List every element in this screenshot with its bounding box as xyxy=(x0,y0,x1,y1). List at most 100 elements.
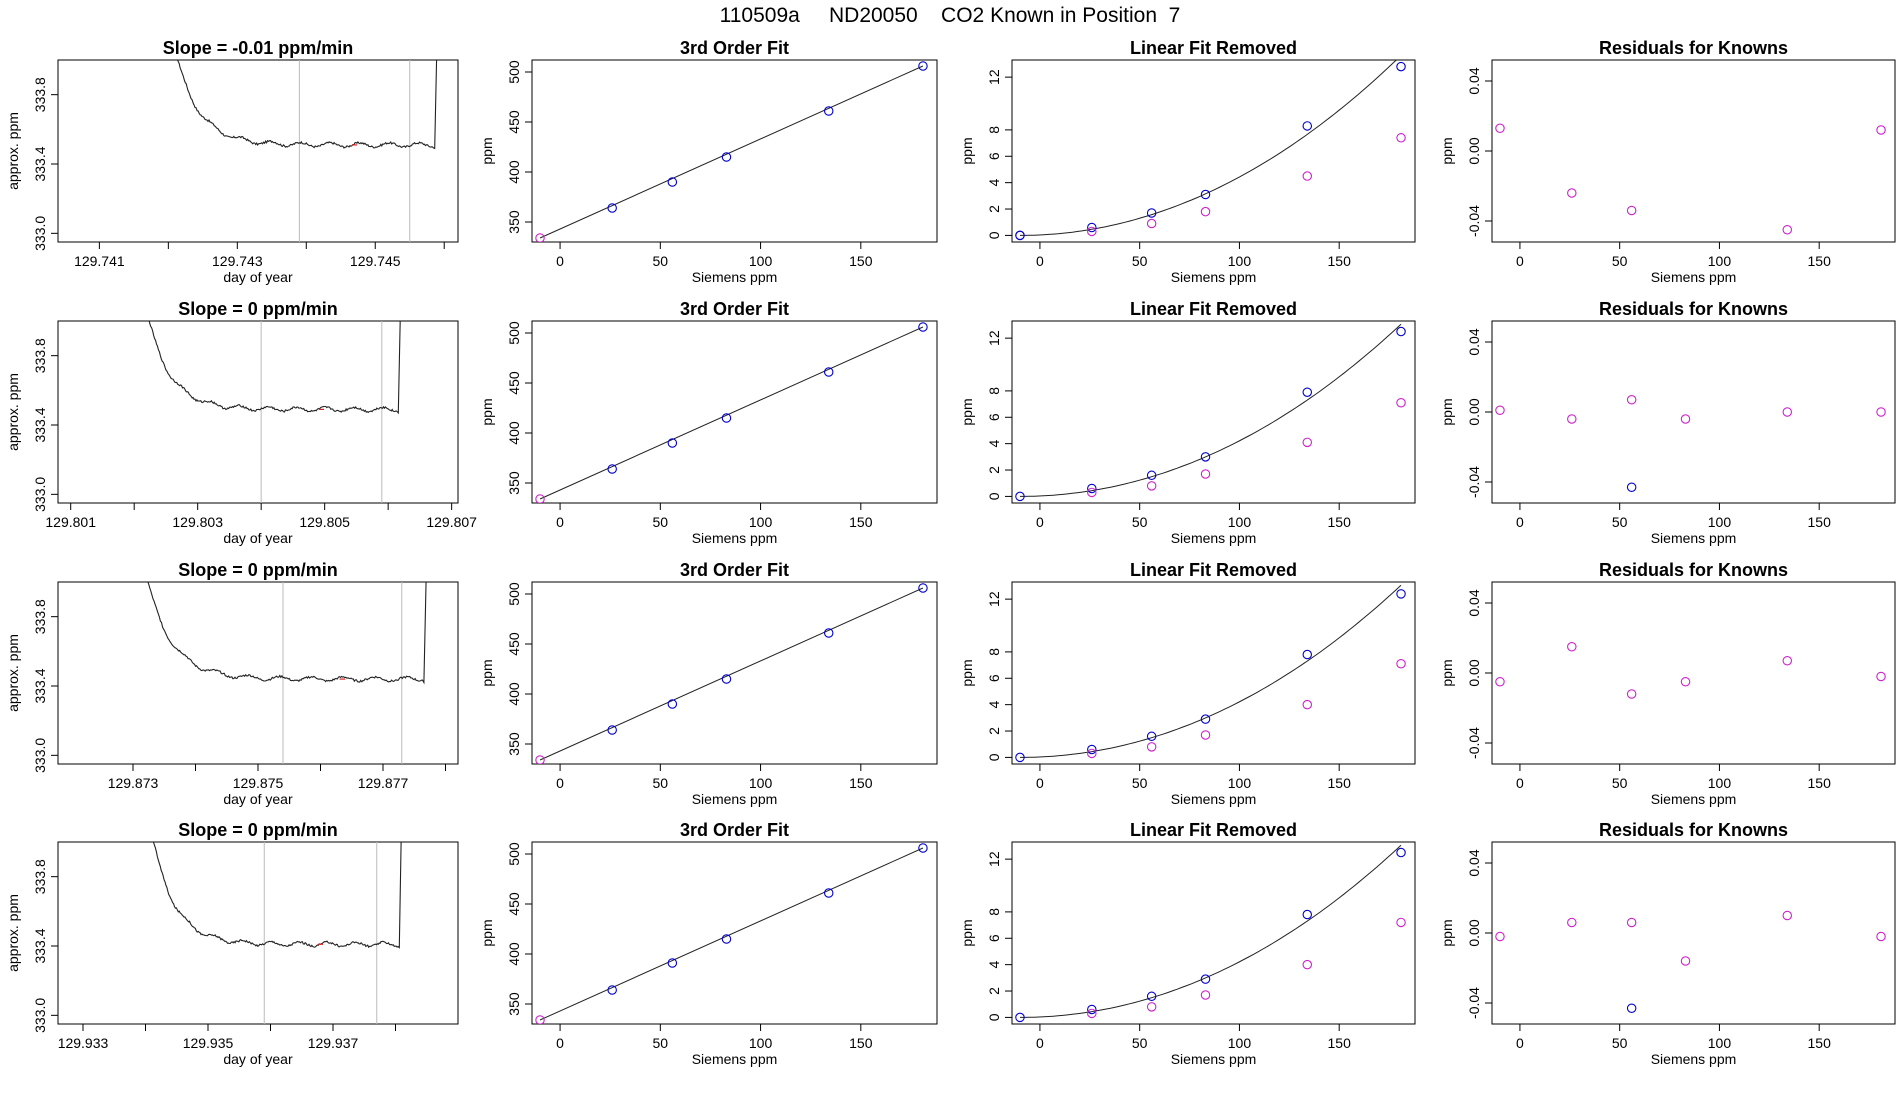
data-point xyxy=(535,755,545,764)
x-tick-label: 0 xyxy=(1036,1035,1044,1051)
x-tick-label: 150 xyxy=(1808,775,1832,791)
plot-frame xyxy=(1491,320,1896,504)
chart-title: Residuals for Knowns xyxy=(1599,560,1788,580)
data-point xyxy=(1146,218,1157,229)
x-tick-label: 129.801 xyxy=(45,514,96,530)
data-point xyxy=(1200,452,1211,462)
x-tick-label: 50 xyxy=(1132,1035,1148,1051)
y-axis-label: ppm xyxy=(959,137,975,164)
x-tick-label: 100 xyxy=(1708,1035,1732,1051)
x-tick-label: 0 xyxy=(1516,253,1524,269)
y-tick-label: 500 xyxy=(506,582,522,606)
x-tick-label: 100 xyxy=(749,1035,773,1051)
y-axis-label: approx. ppm xyxy=(5,112,21,190)
data-point xyxy=(667,438,678,448)
data-point xyxy=(1782,225,1793,235)
fit-curve xyxy=(1020,323,1402,497)
data-point xyxy=(1200,990,1211,1000)
x-axis-label: Siemens ppm xyxy=(692,1051,778,1067)
x-tick-label: 0 xyxy=(1516,1035,1524,1051)
x-axis-label: Siemens ppm xyxy=(1651,1051,1737,1067)
fit-curve xyxy=(1020,584,1402,758)
data-point xyxy=(1782,655,1793,666)
x-tick-label: 100 xyxy=(1708,253,1732,269)
data-point xyxy=(1146,991,1157,1002)
data-point xyxy=(1396,917,1406,928)
y-tick-label: 333.0 xyxy=(32,216,48,251)
x-tick-label: 0 xyxy=(1516,514,1524,530)
x-tick-label: 129.807 xyxy=(426,514,477,530)
data-point xyxy=(1567,188,1577,198)
y-tick-label: 4 xyxy=(986,440,1002,448)
data-point xyxy=(1495,123,1505,134)
x-tick-label: 129.933 xyxy=(58,1035,109,1051)
x-axis-label: Siemens ppm xyxy=(1171,1051,1257,1067)
y-tick-label: 4 xyxy=(986,179,1002,187)
chart-panel-8: Slope = 0 ppm/min 129.873 129.875 129.877 33… xyxy=(5,560,459,807)
x-tick-label: 0 xyxy=(1036,775,1044,791)
fit-line xyxy=(539,587,924,761)
x-tick-label: 50 xyxy=(1132,775,1148,791)
data-point xyxy=(535,1015,545,1024)
data-point xyxy=(1146,1002,1157,1012)
data-point xyxy=(1680,676,1691,687)
data-point xyxy=(1782,407,1793,417)
y-axis-label: ppm xyxy=(479,659,495,686)
data-point xyxy=(1396,659,1406,669)
x-tick-label: 150 xyxy=(1808,514,1832,530)
data-point xyxy=(1087,222,1097,233)
data-point xyxy=(1302,171,1313,181)
data-point xyxy=(1782,910,1793,921)
y-tick-label: 0.00 xyxy=(1466,919,1482,946)
y-tick-label: -0.04 xyxy=(1466,987,1482,1019)
chart-panel-2: Linear Fit Removed 0 50 100 150 0 2 4 6 8 12 Siemen… xyxy=(959,38,1416,285)
data-point xyxy=(607,725,617,735)
y-axis-label: ppm xyxy=(479,398,495,425)
x-tick-label: 129.743 xyxy=(212,253,263,269)
x-tick-label: 100 xyxy=(749,253,773,269)
ppm-trace-line xyxy=(177,60,438,150)
data-point xyxy=(1146,208,1157,218)
data-point xyxy=(1302,699,1313,710)
x-axis-label: Siemens ppm xyxy=(1651,791,1737,807)
x-axis-label: Siemens ppm xyxy=(692,791,778,807)
data-point xyxy=(1567,917,1577,928)
x-axis-label: Siemens ppm xyxy=(1171,791,1257,807)
y-tick-label: 0 xyxy=(986,492,1002,500)
data-point xyxy=(1626,1003,1637,1013)
x-tick-label: 150 xyxy=(1808,253,1832,269)
x-tick-label: 50 xyxy=(653,514,669,530)
data-point xyxy=(1146,470,1157,481)
data-point xyxy=(721,674,732,684)
y-axis-label: ppm xyxy=(959,919,975,946)
y-tick-label: 400 xyxy=(506,160,522,184)
x-tick-label: 0 xyxy=(556,514,564,530)
plot-frame xyxy=(1011,320,1416,504)
plot-frame xyxy=(531,59,938,243)
data-point xyxy=(535,233,545,242)
y-axis-label: ppm xyxy=(959,659,975,686)
chart-title: Linear Fit Removed xyxy=(1130,560,1297,580)
data-point xyxy=(1396,61,1406,72)
data-point xyxy=(1626,394,1637,405)
chart-panel-15: Residuals for Knowns 0 50 100 150 -0.04 0.00 0.… xyxy=(1439,820,1896,1067)
x-tick-label: 129.877 xyxy=(358,775,409,791)
page-title: 110509a ND20050 CO2 Known in Position 7 xyxy=(719,4,1181,27)
y-tick-label: 8 xyxy=(986,126,1002,134)
chart-title: Slope = 0 ppm/min xyxy=(178,560,338,580)
x-tick-label: 129.937 xyxy=(308,1035,359,1051)
data-point xyxy=(823,888,834,898)
x-tick-label: 150 xyxy=(1328,775,1352,791)
y-tick-label: 333.0 xyxy=(32,998,48,1033)
y-tick-label: 12 xyxy=(986,851,1002,867)
chart-title: 3rd Order Fit xyxy=(680,820,789,840)
data-point xyxy=(1200,730,1211,740)
y-axis-label: ppm xyxy=(479,137,495,164)
x-tick-label: 50 xyxy=(1612,1035,1628,1051)
y-tick-label: 8 xyxy=(986,908,1002,916)
x-axis-label: Siemens ppm xyxy=(1171,269,1257,285)
data-point xyxy=(1495,931,1505,942)
y-axis-label: ppm xyxy=(1439,919,1455,946)
data-point xyxy=(1876,671,1886,682)
